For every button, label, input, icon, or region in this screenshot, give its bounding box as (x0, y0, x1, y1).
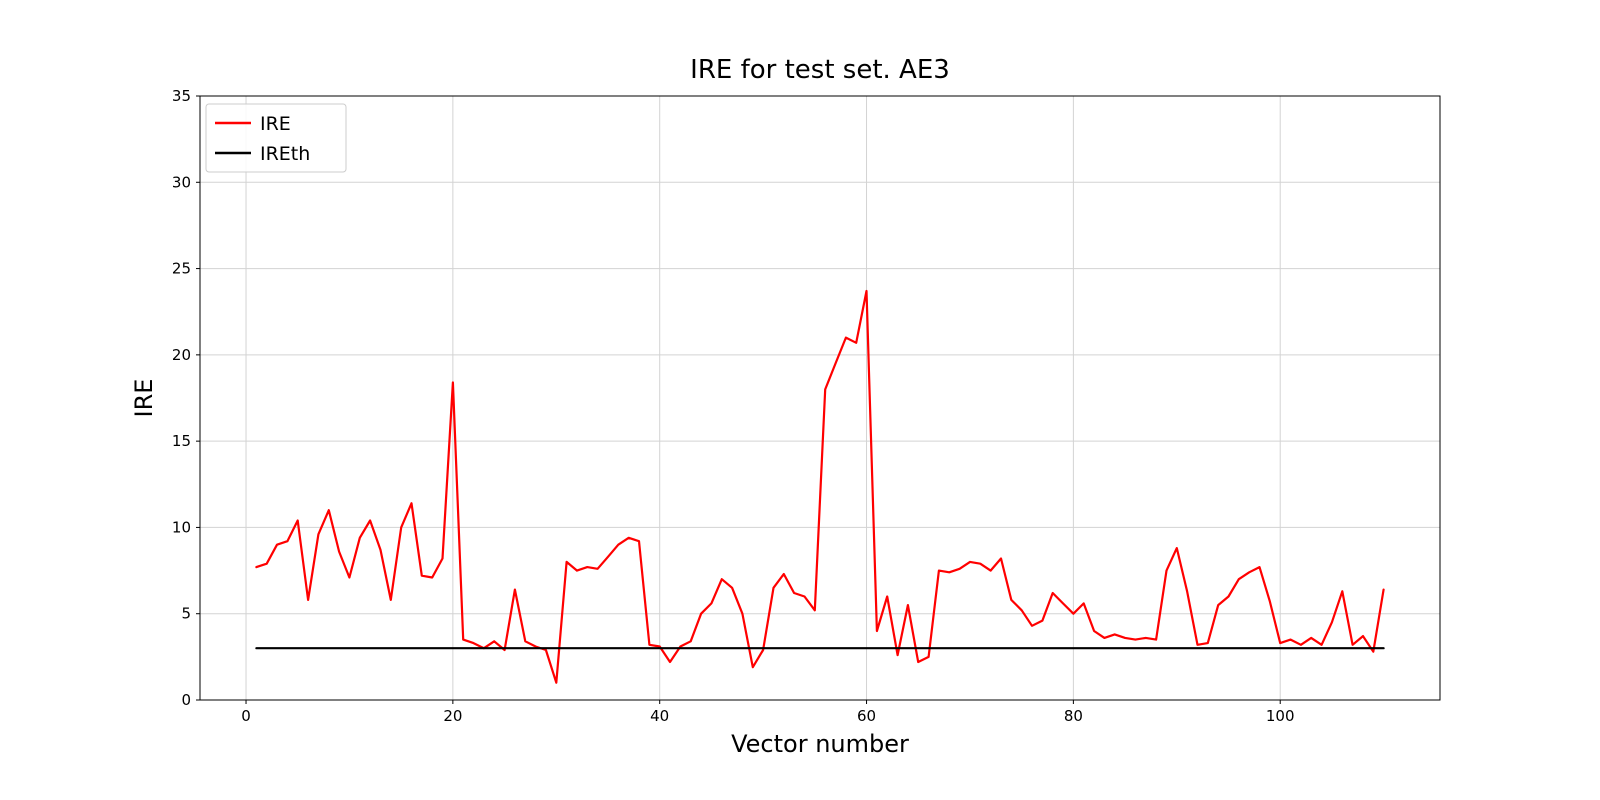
legend-box (205, 103, 347, 173)
axis-tick-labels: 0 20 40 60 80 100 0 5 10 15 20 25 30 35 (172, 87, 1295, 725)
legend-label-ire: IRE (260, 113, 291, 135)
y-tick-label: 5 (181, 605, 191, 623)
y-tick-label: 25 (172, 260, 191, 278)
y-tick-label: 15 (172, 432, 191, 450)
axes-frame (199, 95, 1441, 701)
y-tick-label: 0 (181, 691, 191, 709)
x-tick-label: 0 (241, 707, 251, 725)
x-tick-label: 80 (1064, 707, 1083, 725)
plot-series (255, 289, 1385, 684)
x-tick-label: 20 (443, 707, 462, 725)
y-tick-label: 10 (172, 518, 191, 536)
y-axis-label: IRE (130, 379, 158, 418)
x-axis-label: Vector number (731, 730, 909, 758)
legend-label-ireth: IREth (260, 143, 310, 165)
legend: IRE IREth (205, 103, 347, 173)
gridlines (200, 95, 1440, 701)
axis-ticks (196, 95, 1281, 704)
x-tick-label: 60 (857, 707, 876, 725)
x-tick-label: 100 (1266, 707, 1295, 725)
y-tick-label: 35 (172, 87, 191, 105)
ire-line (255, 289, 1385, 684)
chart-title: IRE for test set. AE3 (690, 55, 950, 85)
y-tick-label: 20 (172, 346, 191, 364)
y-tick-label: 30 (172, 173, 191, 191)
x-tick-label: 40 (650, 707, 669, 725)
